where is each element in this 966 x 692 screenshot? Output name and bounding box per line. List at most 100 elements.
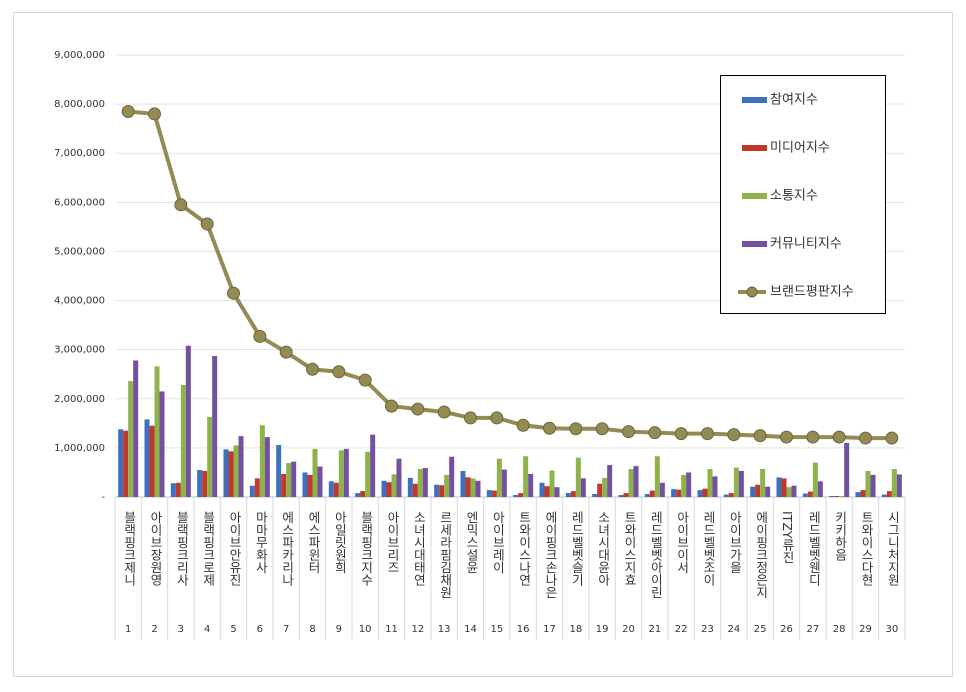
bar (118, 429, 124, 497)
category-name: 에이핑크정은지 (754, 511, 769, 599)
line-marker (674, 427, 688, 441)
bar (733, 467, 739, 497)
bar (386, 482, 392, 497)
legend-marker (746, 286, 758, 298)
bar (365, 451, 371, 497)
category-name: ITZY류진 (780, 511, 795, 564)
bar (228, 451, 234, 497)
category-number: 14 (464, 624, 477, 635)
category-number: 9 (336, 624, 342, 635)
bar (212, 356, 218, 497)
bar (544, 486, 550, 497)
bar (750, 486, 756, 497)
bar (738, 470, 744, 497)
bar (333, 482, 339, 497)
line-marker (200, 217, 214, 231)
category-name: 아일릿원희 (332, 511, 347, 574)
category-name: 레드벨벳슬기 (569, 511, 584, 586)
bar (149, 425, 155, 497)
line-marker (622, 425, 635, 439)
bar (839, 496, 845, 497)
bar (523, 456, 529, 497)
category-name: 트와이스지효 (622, 511, 637, 586)
bar (633, 466, 639, 497)
category-number: 24 (727, 624, 740, 635)
bar (159, 391, 165, 497)
line-marker (227, 286, 240, 300)
line-marker (121, 104, 135, 118)
bar (307, 474, 313, 497)
category-name: 블랙핑크리사 (174, 511, 189, 586)
bar (702, 488, 708, 497)
category-name: 마마무화사 (253, 511, 268, 574)
bar (829, 496, 835, 497)
bar (786, 487, 792, 497)
bar (697, 490, 703, 497)
bar (223, 449, 229, 497)
bar (312, 448, 318, 497)
category-name: 아이브리즈 (385, 511, 400, 574)
category-number: 29 (859, 624, 872, 635)
bar (170, 483, 176, 497)
bar (276, 444, 282, 497)
bar (628, 469, 634, 497)
line-marker (648, 426, 662, 440)
category-number: 11 (385, 624, 398, 635)
bar (575, 457, 581, 497)
bar (391, 474, 397, 497)
bar (870, 474, 876, 497)
bar (470, 478, 476, 497)
bar (501, 469, 507, 497)
bar (144, 419, 150, 497)
category-name: 레드벨벳웬디 (806, 511, 821, 586)
legend-swatch (742, 193, 767, 199)
bar (896, 474, 902, 497)
category-name: 소녀시대태연 (411, 511, 426, 586)
bar (649, 490, 655, 497)
line-marker (148, 107, 161, 121)
bar (439, 485, 445, 497)
line-marker (569, 422, 583, 436)
line-marker (464, 411, 477, 425)
bar (396, 458, 402, 497)
line-marker (253, 329, 267, 343)
bar (817, 481, 823, 497)
bar (570, 491, 576, 497)
line-marker (516, 418, 530, 432)
category-number: 27 (806, 624, 819, 635)
y-tick-label: 6,000,000 (54, 197, 105, 208)
category-number: 20 (622, 624, 635, 635)
bar (623, 493, 629, 497)
category-name: 아이브레이 (490, 511, 505, 574)
bar (539, 482, 545, 497)
category-name: 레드벨벳조이 (701, 511, 716, 586)
bar (444, 474, 450, 497)
bar (834, 496, 840, 497)
bar (449, 456, 455, 497)
legend-swatch (742, 145, 767, 151)
bar (180, 385, 186, 497)
bar (518, 493, 524, 497)
category-name: 엔믹스설윤 (464, 511, 479, 574)
bar (281, 473, 287, 497)
legend-label: 소통지수 (770, 189, 818, 204)
bar (781, 478, 787, 497)
bar (370, 434, 376, 497)
line-marker (701, 427, 714, 441)
category-number: 2 (151, 624, 157, 635)
bar (860, 490, 866, 497)
category-number: 8 (309, 624, 315, 635)
category-number: 22 (675, 624, 688, 635)
y-tick-label: 9,000,000 (54, 50, 105, 61)
bar (807, 491, 813, 497)
bar (812, 462, 818, 497)
category-number: 23 (701, 624, 714, 635)
bar (286, 463, 292, 497)
category-name: 아이브안유진 (227, 511, 242, 586)
bar (855, 492, 861, 497)
bar (422, 468, 428, 497)
category-name: 블랙핑크로제 (201, 511, 216, 586)
bar (259, 425, 265, 497)
line-marker (385, 399, 398, 413)
